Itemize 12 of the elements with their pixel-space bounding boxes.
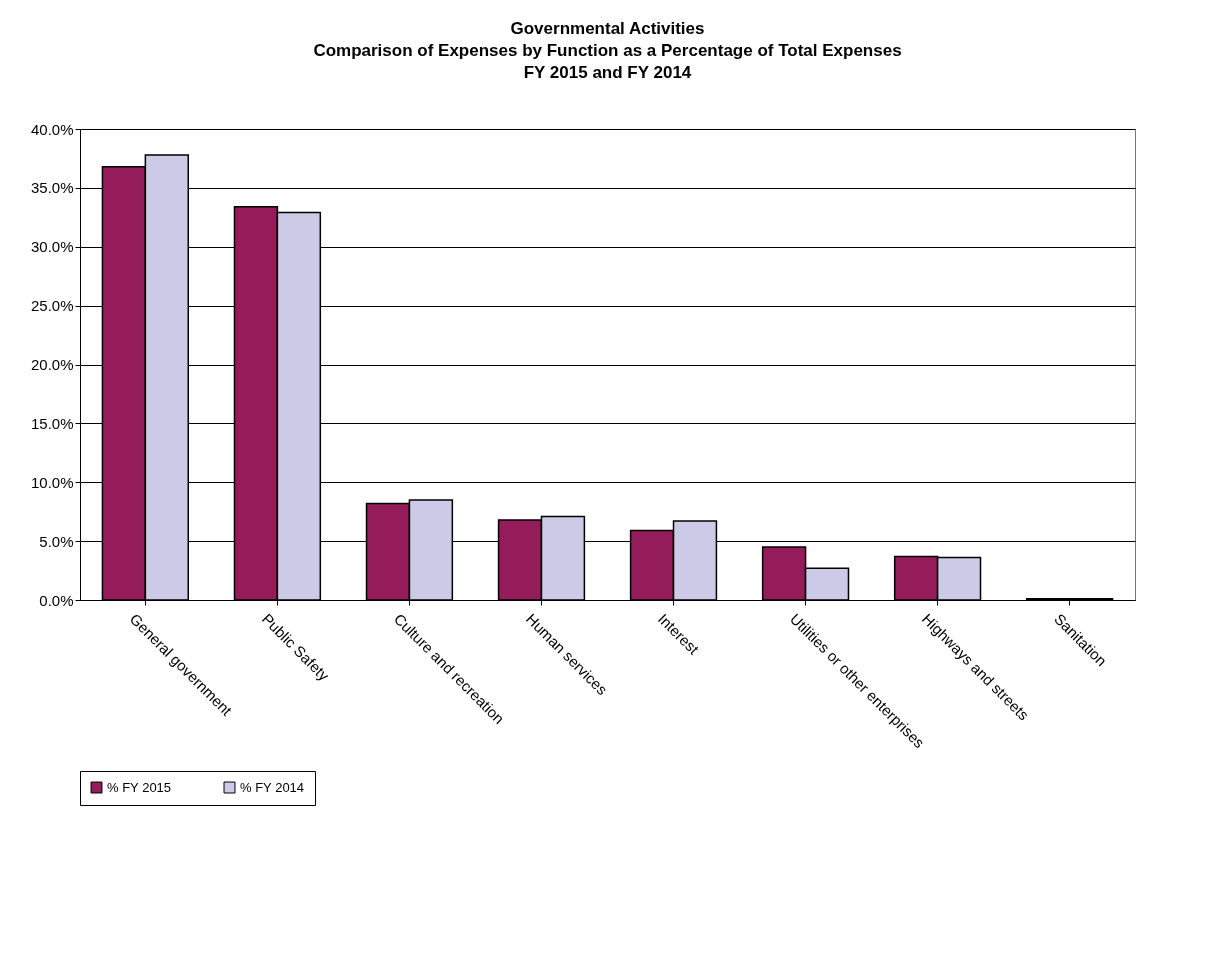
chart-title: Governmental Activities Comparison of Expenses by Function as a Percentage of Total Expenses FY 2015 and FY 2014 <box>313 19 902 82</box>
y-tick-label: 25.0% <box>30 297 74 315</box>
legend-label: % FY 2014 <box>240 779 305 795</box>
legend-label: % FY 2015 <box>107 779 172 795</box>
y-tick-label: 15.0% <box>30 414 74 432</box>
y-tick-label: 20.0% <box>30 356 74 373</box>
y-tick-label: 5.0% <box>39 532 74 550</box>
y-tick-label: 10.0% <box>30 473 74 491</box>
y-tick-label: 40.0% <box>30 120 74 138</box>
y-tick-label: 30.0% <box>30 238 74 256</box>
y-tick-label: 0.0% <box>39 591 74 609</box>
y-tick-label: 35.0% <box>30 179 74 197</box>
